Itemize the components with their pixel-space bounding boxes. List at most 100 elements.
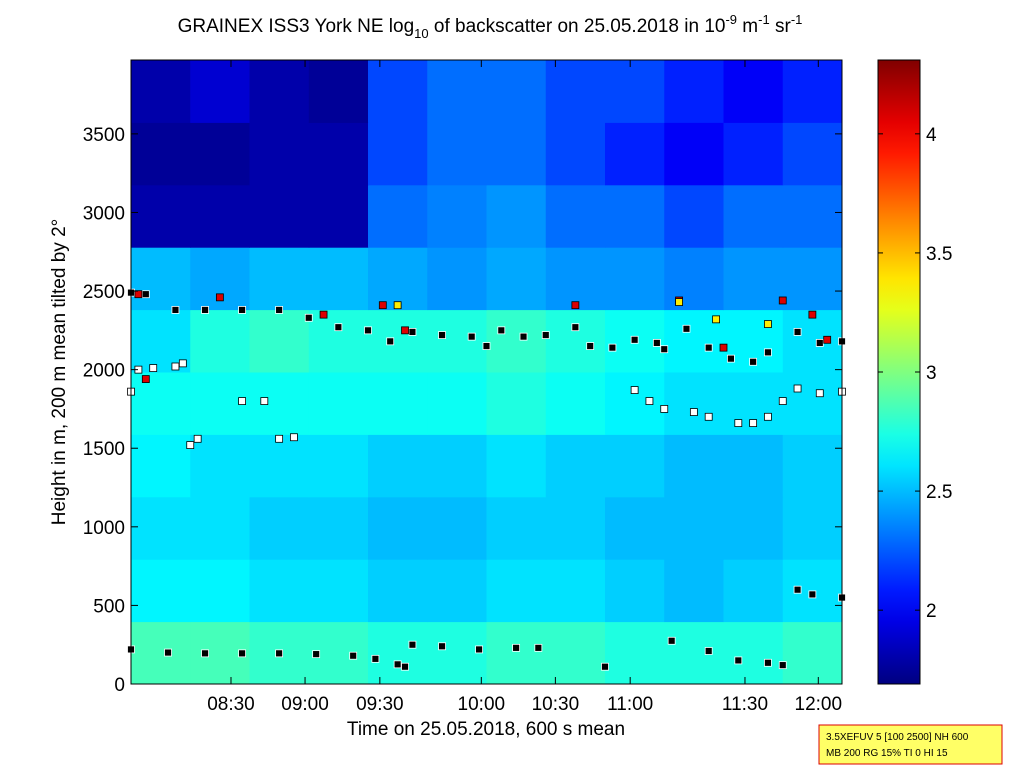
heatmap-cell <box>368 60 428 123</box>
heatmap-cell <box>545 621 606 685</box>
colorbar-tick-label: 3.5 <box>926 244 952 265</box>
marker <box>408 640 417 649</box>
heatmap-cell <box>782 372 843 435</box>
marker <box>645 397 654 405</box>
marker <box>378 301 387 310</box>
x-axis-label: Time on 25.05.2018, 600 s mean <box>347 719 625 740</box>
marker <box>201 306 209 314</box>
heatmap-cell <box>131 621 191 685</box>
marker <box>238 649 246 658</box>
marker <box>704 412 713 421</box>
heatmap-cell <box>723 247 784 311</box>
heatmap-cell <box>545 372 606 435</box>
heatmap-cell <box>782 60 843 123</box>
colorbar-tick-label: 4 <box>926 125 937 146</box>
heatmap-cell <box>190 184 250 248</box>
heatmap-cell <box>131 184 191 248</box>
marker <box>734 419 743 427</box>
heatmap-cell <box>605 559 665 623</box>
heatmap-cell <box>368 184 428 248</box>
marker <box>719 343 728 352</box>
heatmap-cell <box>545 309 606 373</box>
marker <box>734 656 743 665</box>
heatmap-cell <box>249 496 310 560</box>
marker <box>652 339 661 347</box>
heatmap-cell <box>308 496 369 560</box>
y-tick-label: 1000 <box>83 518 125 539</box>
heatmap-cell <box>664 60 724 123</box>
colorbar-tick-label: 3 <box>926 363 937 384</box>
heatmap-cell <box>249 372 310 435</box>
marker <box>704 343 713 352</box>
heatmap-cell <box>190 60 250 123</box>
title-part: -1 <box>791 12 803 27</box>
marker <box>660 345 669 354</box>
heatmap-cell <box>486 434 547 498</box>
heatmap-cell <box>308 434 369 498</box>
marker <box>793 328 802 336</box>
marker <box>808 310 817 319</box>
heatmap-cell <box>249 309 310 373</box>
marker <box>764 658 772 667</box>
heatmap-cell <box>486 122 547 186</box>
marker <box>178 359 187 368</box>
heatmap-cell <box>545 247 606 311</box>
heatmap-cell <box>545 122 606 186</box>
x-tick-label: 10:30 <box>532 694 580 715</box>
marker <box>401 662 409 671</box>
heatmap-cell <box>249 60 310 123</box>
x-tick-label: 08:30 <box>207 694 255 715</box>
colorbar-tick-label: 2.5 <box>926 482 952 503</box>
heatmap-cell <box>368 434 428 498</box>
heatmap-cell <box>427 559 487 623</box>
annotation-box <box>818 724 1003 765</box>
heatmap-cell <box>308 122 369 186</box>
heatmap-cell <box>545 559 606 623</box>
heatmap-cell <box>308 309 369 373</box>
heatmap-cell <box>605 621 665 685</box>
heatmap-cell <box>664 372 724 435</box>
heatmap-cell <box>486 309 547 373</box>
marker <box>571 323 580 332</box>
marker <box>482 342 491 350</box>
marker <box>534 643 543 652</box>
heatmap-cell <box>427 184 487 248</box>
marker <box>201 649 209 658</box>
heatmap-cell <box>605 372 665 435</box>
marker <box>275 434 284 443</box>
heatmap-cell <box>723 621 784 685</box>
marker <box>275 649 284 658</box>
y-tick-label: 2500 <box>83 282 125 303</box>
heatmap-cell <box>308 247 369 311</box>
heatmap-cell <box>782 184 843 248</box>
marker <box>571 301 580 310</box>
heatmap-cell <box>368 559 428 623</box>
y-tick-label: 1500 <box>83 439 125 460</box>
heatmap-cell <box>427 372 487 435</box>
heatmap-cell <box>190 496 250 560</box>
heatmap-cell <box>664 184 724 248</box>
marker <box>275 306 284 314</box>
x-tick-label: 10:00 <box>458 694 506 715</box>
heatmap-cell <box>368 621 428 685</box>
heatmap-cell <box>664 122 724 186</box>
marker <box>630 386 639 394</box>
heatmap-cell <box>131 247 191 311</box>
y-tick-label: 0 <box>114 675 125 696</box>
marker <box>193 434 202 443</box>
marker <box>349 651 358 660</box>
heatmap-cell <box>605 184 665 248</box>
marker <box>393 660 402 669</box>
title-part: -1 <box>758 12 770 27</box>
heatmap-cell <box>486 184 547 248</box>
title-part: GRAINEX ISS3 York NE log <box>178 16 415 37</box>
heatmap-cell <box>605 247 665 311</box>
heatmap-cell <box>782 496 843 560</box>
y-tick-label: 3500 <box>83 125 125 146</box>
colorbar <box>877 59 921 685</box>
title-part: m <box>737 16 758 37</box>
title-part: -9 <box>725 12 737 27</box>
heatmap-cell <box>368 309 428 373</box>
marker <box>601 662 609 671</box>
heatmap-cell <box>664 559 724 623</box>
